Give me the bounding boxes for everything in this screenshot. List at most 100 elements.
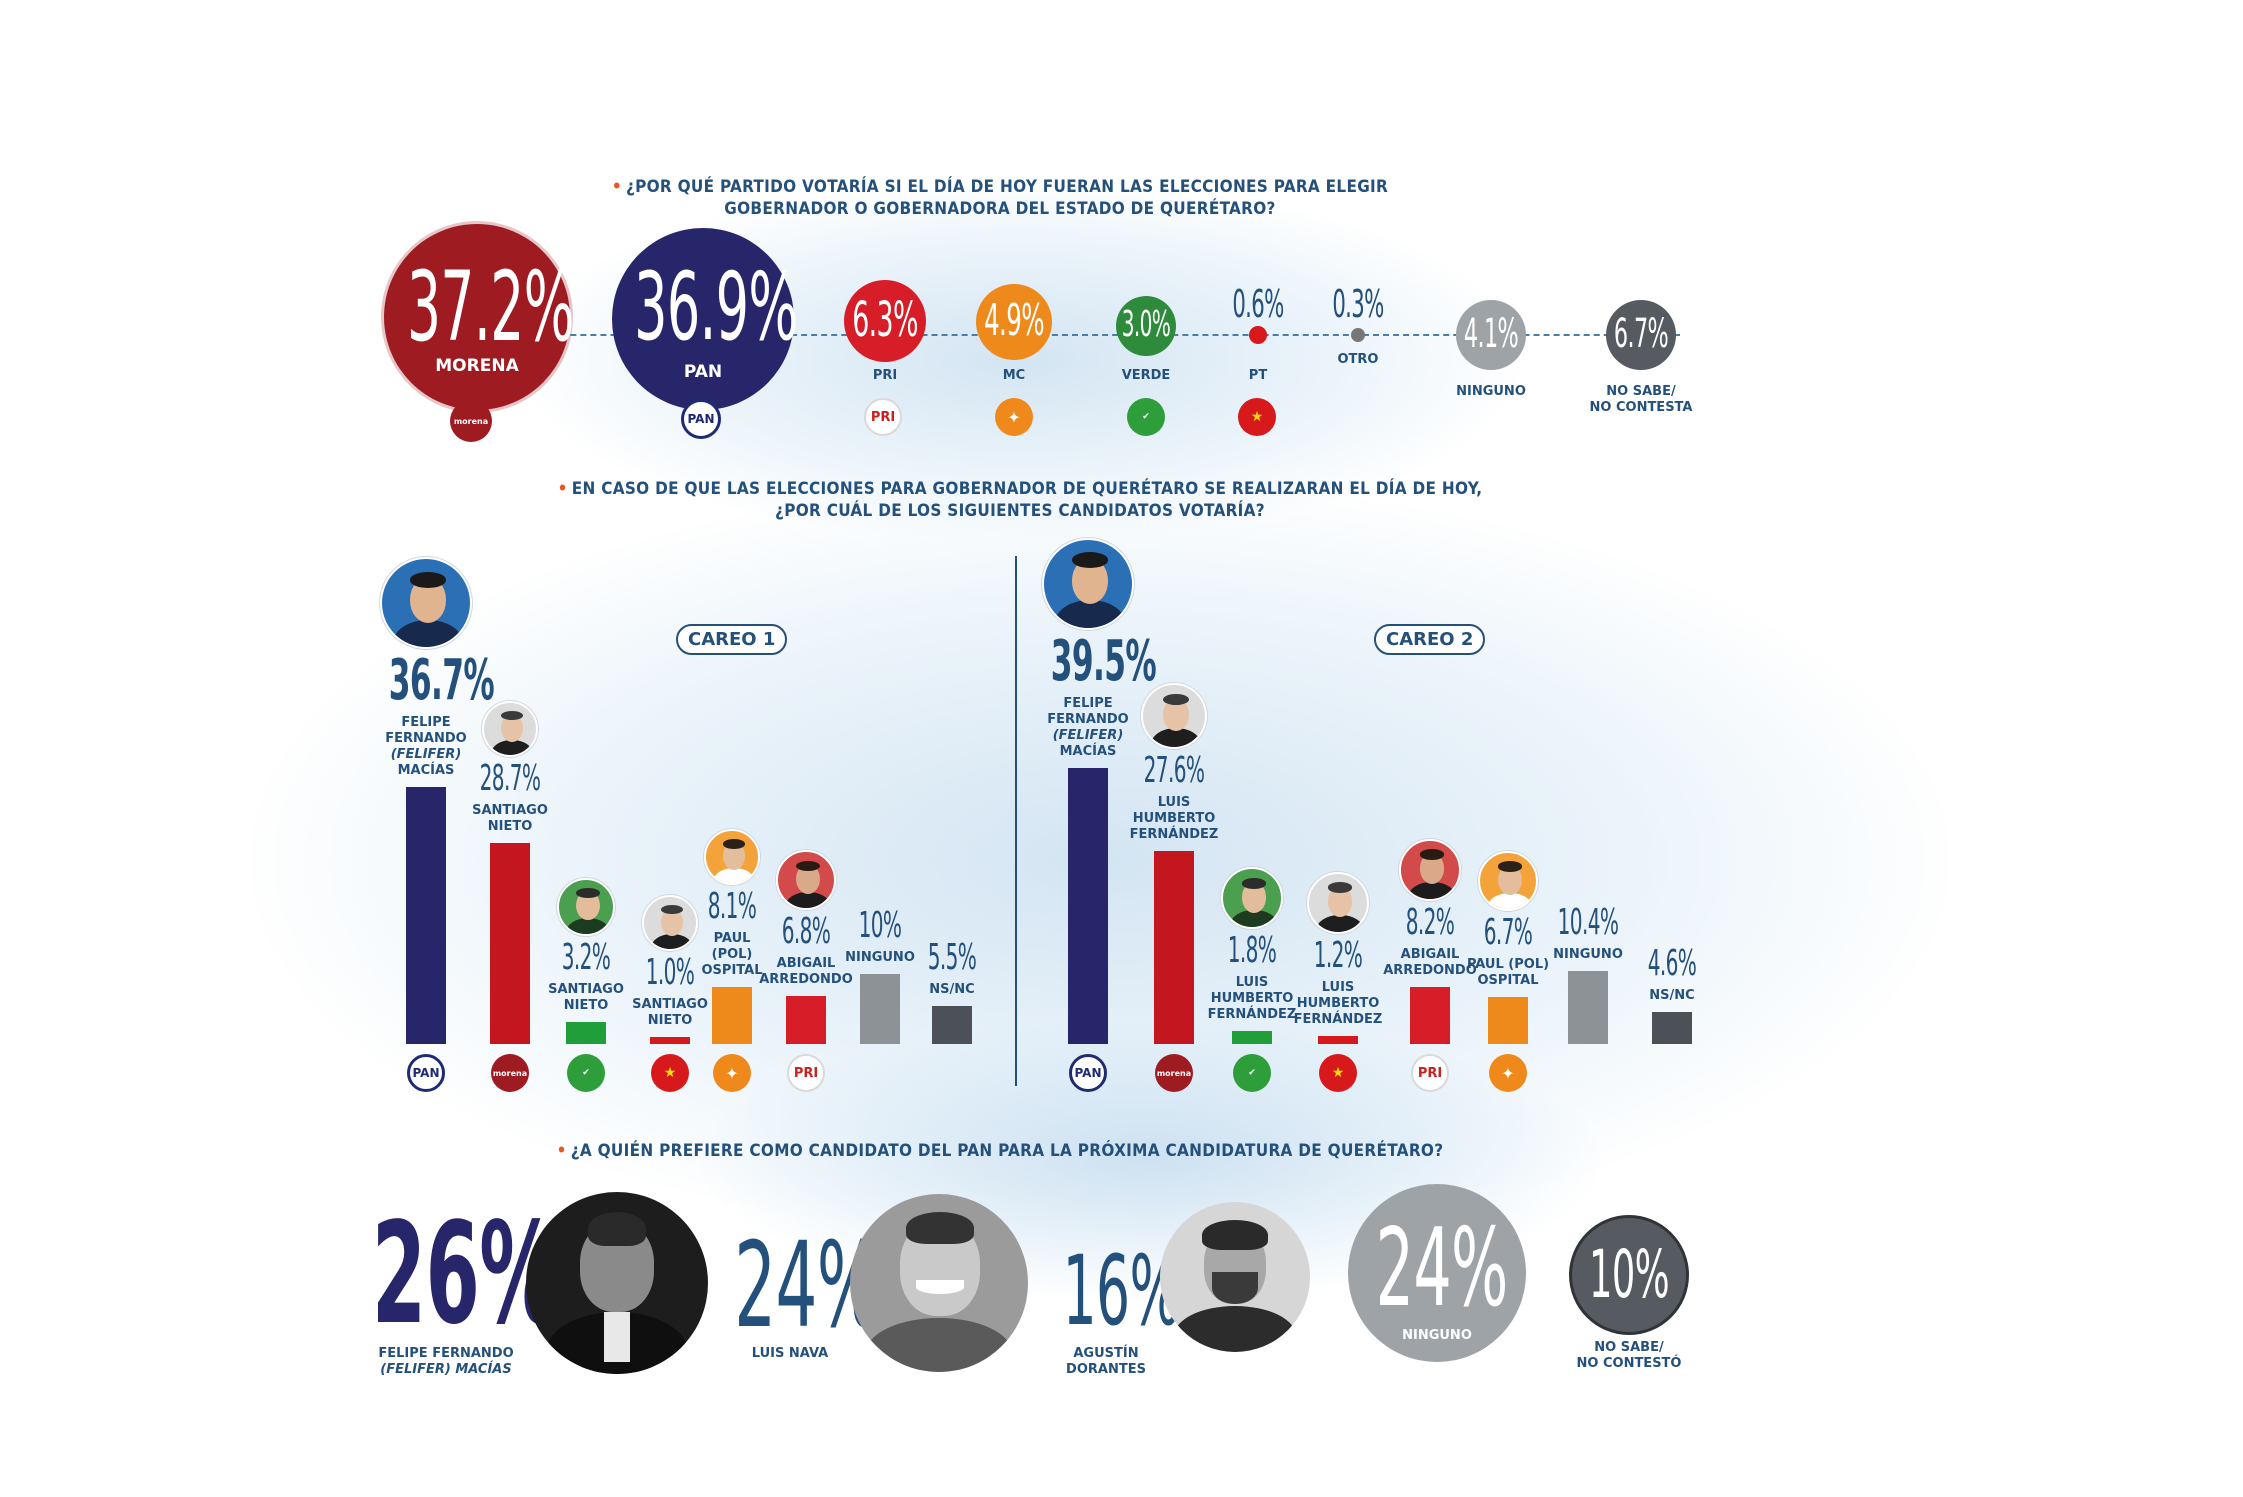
ninguno-label: NINGUNO [1456,384,1526,399]
avatar-hair [500,710,524,721]
careo1-name-2-1: NIETO [563,997,609,1013]
avatar-hair [1162,694,1190,706]
careo2-name-3-2: FERNÁNDEZ [1293,1011,1383,1027]
avatar-body [1150,728,1202,747]
nava-name-line1: LUIS NAVA [751,1346,829,1361]
careo-divider [1015,556,1017,1086]
careo2-pri-logo-icon: PRI [1411,1054,1449,1092]
avatar-body [1230,910,1278,928]
felifer-photo [526,1192,708,1374]
careo1-name-5-0: ABIGAIL [776,956,836,972]
careo2-candidate-photo-5 [1478,851,1538,912]
careo2-bar-5 [1488,997,1528,1044]
careo1-bar-5 [786,996,826,1044]
bullet-dot: • [556,1141,567,1161]
avatar-body [393,619,463,648]
pt-dot [1249,326,1267,344]
avatar-hair [1071,552,1109,568]
careo2-name-4-1: ARREDONDO [1383,962,1477,978]
careo1-candidate-photo-1 [482,701,538,758]
careo1-bar-3 [650,1037,690,1044]
careo2-bar-2 [1232,1031,1272,1044]
pan-pct: 36.9% [634,253,798,362]
careo2-bar-3 [1318,1035,1358,1044]
q1-question-line2: GOBERNADOR O GOBERNADORA DEL ESTADO DE Q… [724,199,1276,219]
q3-ninguno-pct: 24% [1375,1206,1509,1331]
careo1-candidate-photo-4 [704,829,760,886]
careo2-name-6-0: NINGUNO [1553,947,1623,963]
dorantes-name-line1: AGUSTÍN [1073,1346,1139,1361]
avatar-hair [1498,861,1522,872]
avatar-body [565,917,611,934]
q2-question-line2: ¿POR CUÁL DE LOS SIGUIENTES CANDIDATOS V… [775,501,1265,521]
careo1-name-4-0: PAUL [713,931,751,947]
avatar-body [490,740,534,756]
careo1-name-5-1: ARREDONDO [759,972,853,988]
avatar-hair [1419,849,1445,860]
careo2-candidate-photo-3 [1307,871,1369,934]
careo1-pct-7: 5.5% [927,936,977,978]
careo2-bar-7 [1652,1011,1692,1044]
careo1-pct-2: 3.2% [561,936,611,978]
morena-logo-icon: morena [450,400,492,442]
q1-question: • ¿POR QUÉ PARTIDO VOTARÍA SI EL DÍA DE H… [540,176,1460,220]
bullet-dot: • [557,479,568,499]
q3-nsnc-label-line1: NO SABE/ [1594,1340,1664,1355]
careo2-pct-5: 6.7% [1483,912,1533,954]
careo2-pt-logo-icon: ★ [1319,1054,1357,1092]
careo1-mc-logo-icon: ✦ [713,1054,751,1092]
careo2-title: CAREO 2 [1374,624,1486,655]
careo2-candidate-photo-1 [1141,682,1207,749]
careo1-candidate-photo-2 [557,877,615,936]
careo1-bar-7 [932,1005,972,1044]
avatar-body [1487,892,1533,910]
careo1-name-3-1: NIETO [647,1013,693,1028]
pri-label: PRI [872,368,898,383]
careo2-pan-logo-icon: PAN [1069,1054,1107,1092]
careo2-verde-logo-icon: ✔ [1233,1054,1271,1092]
careo2-name-5-0: PAUL (POL) [1466,957,1550,973]
q3-nsnc-circle: 10% [1572,1218,1686,1332]
careo2-name-0-2: (FELIFER) [1052,727,1124,743]
careo2-name-0-3: MACÍAS [1059,743,1117,759]
q3-nsnc-label-line2: NO CONTESTÓ [1576,1356,1682,1371]
careo1-verde-logo-icon: ✔ [567,1054,605,1092]
q3-ninguno-label: NINGUNO [1402,1328,1472,1343]
careo1-name-4-1: (POL) [711,947,753,963]
avatar-body [1055,600,1125,628]
morena-result-circle: 37.2% MORENA [384,224,575,410]
pan-label: PAN [683,362,723,382]
avatar-hair [722,839,746,849]
avatar-body [1408,881,1456,899]
careo1-name-1-0: SANTIAGO [472,803,548,819]
nsnc-result-circle: 6.7% [1606,300,1676,370]
careo1-candidate-photo-3 [642,895,698,951]
careo2-pct-0: 39.5% [1050,628,1157,694]
careo1-pri-logo-icon: PRI [787,1054,825,1092]
felifer-pct: 26% [371,1193,558,1356]
careo2-bar-4 [1410,986,1450,1044]
nsnc-label-line1: NO SABE/ [1606,384,1676,399]
careo2-bar-6 [1568,971,1608,1044]
q3-question: • ¿A QUIÉN PREFIERE COMO CANDIDATO DEL PA… [540,1140,1460,1162]
verde-logo-icon: ✔ [1127,398,1165,436]
careo2-candidate-photo-2 [1221,867,1283,930]
avatar-body [785,891,831,909]
careo1-name-2-0: SANTIAGO [548,981,624,997]
avatar-hair [576,887,600,898]
avatar-head [660,908,684,937]
q3-nsnc-pct: 10% [1589,1236,1670,1313]
careo1-bar-6 [860,974,900,1044]
careo1-bar-4 [712,987,752,1044]
q1-question-line1: ¿POR QUÉ PARTIDO VOTARÍA SI EL DÍA DE HO… [625,177,1389,197]
verde-label: VERDE [1121,368,1171,383]
avatar-hair [660,904,684,915]
avatar-body [712,868,756,884]
careo1-name-4-2: OSPITAL [701,963,763,979]
careo1-pct-3: 1.0% [645,952,695,993]
dorantes-pct: 16% [1062,1235,1181,1347]
careo1-pct-5: 6.8% [781,911,831,953]
careo2-pct-3: 1.2% [1313,934,1363,976]
avatar-body [650,933,694,949]
careo2-pct-1: 27.6% [1143,749,1205,791]
